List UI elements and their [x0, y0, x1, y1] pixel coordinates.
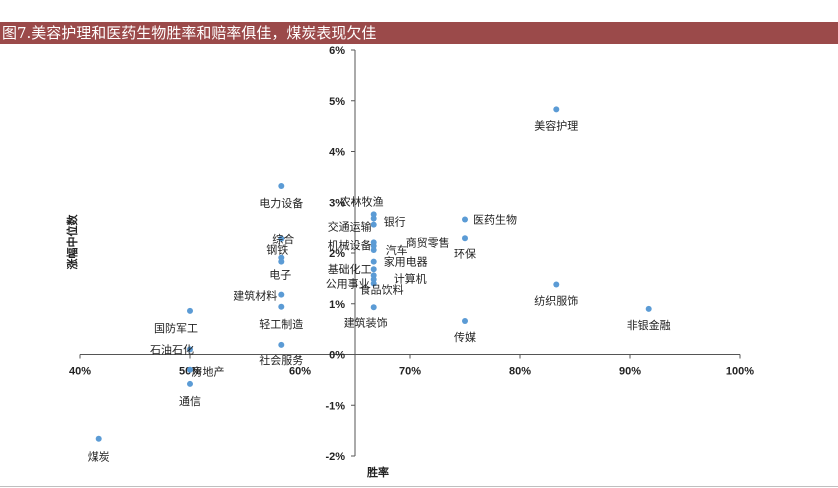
data-point	[187, 346, 193, 353]
point-label: 煤炭	[88, 451, 110, 464]
point-label: 公用事业	[326, 277, 370, 290]
point-label: 社会服务	[259, 353, 303, 367]
data-point	[278, 183, 285, 190]
data-point	[187, 380, 193, 387]
data-point	[187, 307, 193, 314]
point-label: 建筑装饰	[344, 315, 388, 329]
data-point	[278, 303, 285, 310]
data-point	[462, 235, 468, 242]
data-point	[370, 280, 377, 287]
data-point	[187, 366, 193, 373]
data-point	[553, 281, 560, 288]
point-label: 机械设备	[328, 238, 372, 252]
data-point	[370, 215, 377, 222]
x-tick-label: 60%	[289, 366, 311, 378]
x-tick-label: 80%	[509, 366, 531, 378]
x-tick-label: 40%	[69, 366, 91, 378]
point-label: 钢铁	[266, 244, 288, 257]
x-tick-label: 100%	[726, 366, 754, 378]
point-label: 电力设备	[259, 196, 303, 210]
y-tick-label: 1%	[329, 299, 345, 311]
point-label: 纺织服饰	[534, 293, 578, 307]
x-tick-label: 90%	[619, 366, 641, 378]
tick-labels: 40%50%60%70%80%90%100%-2%-1%0%1%2%3%4%5%…	[69, 45, 754, 463]
data-point	[278, 291, 285, 298]
point-label: 汽车	[386, 243, 408, 257]
point-label: 轻工制造	[259, 317, 303, 331]
point-label: 银行	[384, 214, 406, 228]
point-label: 商贸零售	[406, 235, 450, 249]
data-point	[278, 341, 285, 348]
point-label: 通信	[179, 395, 201, 408]
point-label: 医药生物	[473, 213, 517, 227]
bottom-rule	[0, 486, 838, 487]
point-label: 家用电器	[384, 255, 428, 269]
point-label: 石油石化	[150, 342, 194, 356]
point-label: 房地产	[192, 365, 225, 379]
data-point	[278, 258, 285, 265]
data-point	[553, 106, 560, 113]
point-label: 交通运输	[328, 220, 372, 234]
data-point	[370, 258, 377, 265]
y-tick-label: 4%	[329, 147, 345, 159]
x-axis-title: 胜率	[366, 465, 389, 479]
point-label: 食品饮料	[360, 282, 404, 296]
figure-title: 图7.美容护理和医药生物胜率和赔率俱佳，煤炭表现欠佳	[2, 24, 377, 42]
point-label: 国防军工	[154, 321, 198, 335]
point-label: 电子	[269, 269, 291, 282]
data-point	[370, 221, 377, 228]
point-label: 环保	[454, 246, 476, 260]
data-point	[278, 235, 285, 242]
data-point	[370, 266, 377, 273]
point-label: 美容护理	[534, 118, 578, 132]
point-label: 农林牧渔	[340, 194, 384, 208]
y-tick-label: 3%	[329, 197, 345, 209]
point-label: 非银金融	[627, 318, 671, 332]
data-point	[370, 246, 377, 253]
point-label: 综合	[272, 232, 294, 246]
data-point	[370, 304, 377, 311]
point-label: 建筑材料	[233, 289, 277, 303]
data-point	[462, 318, 468, 325]
data-point	[95, 435, 102, 442]
y-tick-label: -1%	[325, 400, 345, 412]
point-label: 计算机	[394, 271, 427, 285]
data-point	[462, 216, 468, 223]
point-label: 基础化工	[328, 262, 372, 276]
y-tick-label: 5%	[329, 96, 345, 108]
point-label: 传媒	[454, 331, 476, 344]
data-points	[95, 106, 652, 442]
x-tick-label: 70%	[399, 366, 421, 378]
y-tick-label: 2%	[329, 248, 345, 260]
y-tick-label: 0%	[329, 350, 345, 362]
y-tick-label: -2%	[325, 451, 345, 463]
data-point	[645, 305, 652, 312]
y-tick-label: 6%	[329, 45, 345, 57]
y-axis-title: 涨幅中位数	[65, 214, 79, 270]
title-bar: 图7.美容护理和医药生物胜率和赔率俱佳，煤炭表现欠佳	[0, 22, 838, 44]
